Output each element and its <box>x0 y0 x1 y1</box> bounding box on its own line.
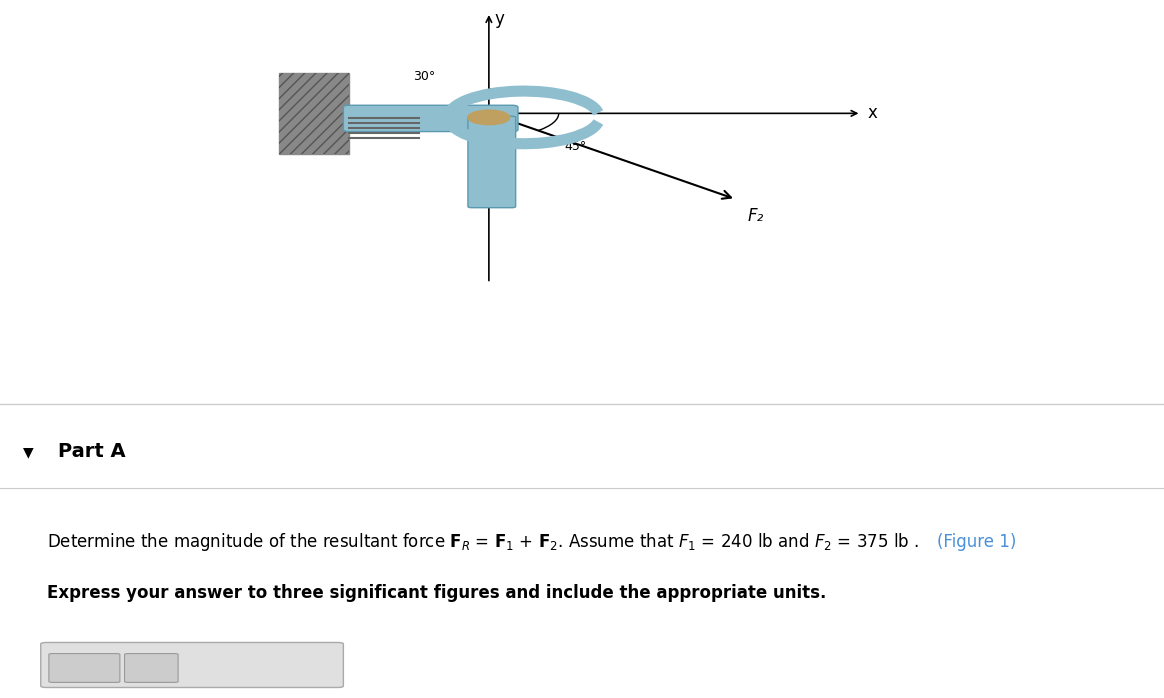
FancyBboxPatch shape <box>41 642 343 688</box>
FancyBboxPatch shape <box>468 116 516 208</box>
Text: Part A: Part A <box>58 443 126 461</box>
Text: F₂: F₂ <box>747 207 764 225</box>
Text: 45°: 45° <box>565 140 587 153</box>
Text: x: x <box>867 105 876 122</box>
Text: Determine the magnitude of the resultant force $\mathbf{F}$$_R$ = $\mathbf{F}$$_: Determine the magnitude of the resultant… <box>47 531 921 553</box>
Text: (Figure 1): (Figure 1) <box>937 533 1016 551</box>
Bar <box>279 73 349 154</box>
Text: ▼: ▼ <box>23 445 34 459</box>
FancyBboxPatch shape <box>343 105 518 132</box>
FancyBboxPatch shape <box>49 653 120 683</box>
Text: 30°: 30° <box>413 70 435 83</box>
Circle shape <box>468 110 510 125</box>
FancyBboxPatch shape <box>125 653 178 683</box>
Text: Express your answer to three significant figures and include the appropriate uni: Express your answer to three significant… <box>47 584 826 602</box>
Bar <box>279 73 349 154</box>
Text: y: y <box>495 10 504 28</box>
